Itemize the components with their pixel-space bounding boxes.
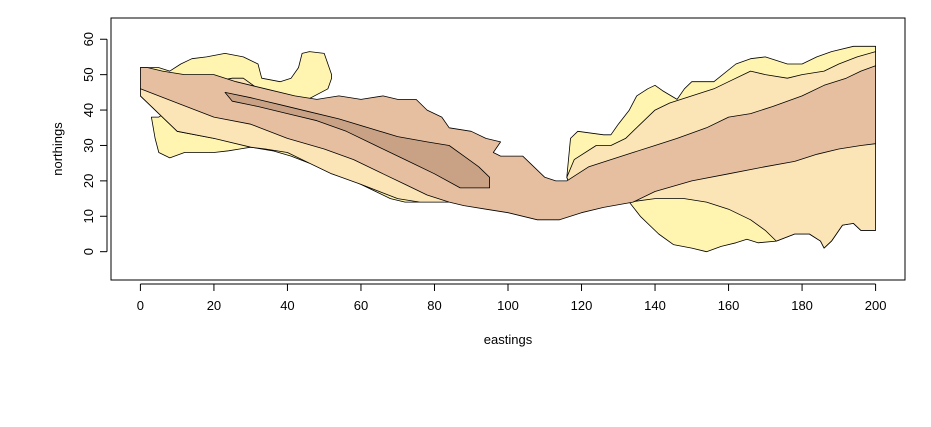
x-axis: 0 20 40 60 80 100 120 140 160 180 200 [137, 283, 887, 313]
y-axis-title: northings [50, 122, 65, 176]
x-tick-label: 160 [718, 298, 740, 313]
x-tick-label: 0 [137, 298, 144, 313]
x-tick-label: 180 [791, 298, 813, 313]
y-tick-label: 20 [81, 174, 96, 188]
x-tick-label: 60 [354, 298, 368, 313]
x-tick-label: 40 [280, 298, 294, 313]
y-tick-label: 0 [81, 248, 96, 255]
x-tick-label: 20 [207, 298, 221, 313]
x-tick-label: 100 [497, 298, 519, 313]
y-tick-label: 40 [81, 103, 96, 117]
x-tick-label: 140 [644, 298, 666, 313]
contour-level-3-region-1 [139, 65, 876, 221]
y-tick-label: 30 [81, 138, 96, 152]
contour-regions [139, 45, 876, 253]
plot-frame [110, 17, 906, 281]
y-axis: 0 10 20 30 40 50 60 [81, 32, 108, 255]
contour-level-4-region-1 [224, 92, 491, 189]
y-tick-label: 60 [81, 32, 96, 46]
y-tick-label: 50 [81, 67, 96, 81]
x-axis-title: eastings [484, 332, 533, 347]
x-tick-label: 120 [571, 298, 593, 313]
x-tick-label: 200 [865, 298, 887, 313]
x-tick-label: 80 [427, 298, 441, 313]
y-tick-label: 10 [81, 209, 96, 223]
